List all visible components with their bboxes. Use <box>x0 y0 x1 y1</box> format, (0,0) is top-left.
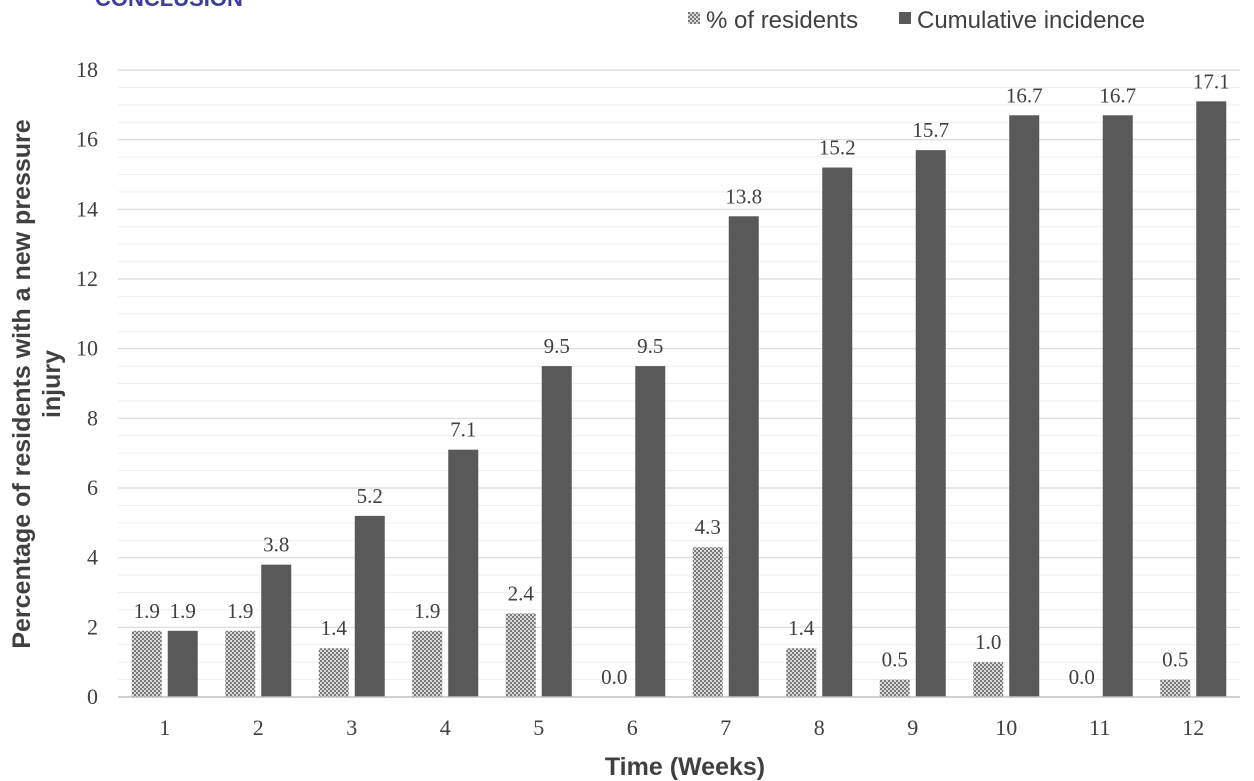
legend: % of residents Cumulative incidence <box>688 7 1145 34</box>
data-label-cumulative: 17.1 <box>1193 69 1230 93</box>
y-tick-label: 18 <box>76 57 98 82</box>
data-label-cumulative: 7.1 <box>450 418 476 442</box>
bars <box>131 101 1227 698</box>
bar-residents <box>973 662 1004 697</box>
data-label-cumulative: 15.2 <box>819 136 856 160</box>
data-label-residents: 0.0 <box>1069 665 1095 689</box>
bar-residents <box>1160 679 1191 697</box>
bar-residents <box>879 679 910 697</box>
y-tick-label: 10 <box>76 336 98 361</box>
legend-swatch-cumulative <box>899 12 911 24</box>
y-axis-title: Percentage of residents with a new press… <box>8 119 66 648</box>
x-tick-label: 3 <box>346 715 357 740</box>
y-axis-ticks: 0 2 4 6 8 10 12 14 16 18 <box>76 57 98 709</box>
x-tick-label: 9 <box>907 715 918 740</box>
data-label-cumulative: 9.5 <box>637 334 663 358</box>
y-tick-label: 16 <box>76 127 98 152</box>
legend-swatch-residents <box>688 12 700 24</box>
data-label-residents: 1.9 <box>227 599 253 623</box>
bar-cumulative <box>1196 101 1227 698</box>
data-label-residents: 1.4 <box>321 616 348 640</box>
x-tick-label: 1 <box>159 715 170 740</box>
data-label-cumulative: 16.7 <box>1006 83 1043 107</box>
x-tick-label: 12 <box>1182 715 1204 740</box>
y-tick-label: 12 <box>76 266 98 291</box>
bar-cumulative <box>1009 115 1040 698</box>
bar-cumulative <box>728 216 759 698</box>
legend-label-residents: % of residents <box>706 7 858 34</box>
bar-cumulative <box>822 167 853 698</box>
bar-cumulative <box>1102 115 1133 698</box>
legend-label-cumulative: Cumulative incidence <box>917 7 1145 34</box>
bar-cumulative <box>541 366 572 697</box>
data-label-residents: 1.4 <box>788 616 815 640</box>
bar-residents <box>318 648 349 697</box>
data-label-cumulative: 13.8 <box>725 184 762 208</box>
x-tick-label: 7 <box>720 715 731 740</box>
data-label-residents: 1.9 <box>414 599 440 623</box>
bar-cumulative <box>635 366 666 697</box>
data-label-cumulative: 1.9 <box>170 599 196 623</box>
bar-residents <box>505 613 536 697</box>
data-label-cumulative: 15.7 <box>912 118 949 142</box>
y-tick-label: 4 <box>87 545 98 570</box>
x-tick-label: 2 <box>253 715 264 740</box>
bar-cumulative <box>167 630 198 697</box>
bar-residents <box>131 630 162 697</box>
cropped-heading: CONCLUSION <box>95 0 243 11</box>
x-axis-title: Time (Weeks) <box>605 753 765 781</box>
x-tick-label: 10 <box>995 715 1017 740</box>
x-axis-ticks: 1 2 3 4 5 6 7 8 9 10 11 12 <box>159 715 1204 740</box>
bar-cumulative <box>261 564 292 697</box>
data-label-cumulative: 3.8 <box>263 533 289 557</box>
bar-residents <box>225 630 256 697</box>
x-tick-label: 6 <box>627 715 638 740</box>
data-label-residents: 0.5 <box>1162 648 1188 672</box>
data-labels: 1.9 1.9 1.9 3.8 1.4 5.2 1.9 7.1 2.4 9.5 0.0 9.5 4.3 1… <box>134 69 1230 689</box>
bar-cumulative <box>915 150 946 697</box>
y-tick-label: 0 <box>87 684 98 709</box>
y-tick-label: 2 <box>87 614 98 639</box>
y-tick-label: 14 <box>76 196 98 221</box>
data-label-cumulative: 16.7 <box>1099 83 1136 107</box>
y-tick-label: 8 <box>87 405 98 430</box>
y-tick-label: 6 <box>87 475 98 500</box>
data-label-residents: 1.0 <box>975 630 1001 654</box>
data-label-residents: 4.3 <box>695 515 721 539</box>
bar-cumulative <box>354 515 385 697</box>
bar-residents <box>692 547 723 697</box>
gridlines <box>118 69 1240 681</box>
x-tick-label: 11 <box>1089 715 1110 740</box>
x-tick-label: 5 <box>533 715 544 740</box>
bar-residents <box>786 648 817 697</box>
data-label-residents: 0.5 <box>882 648 908 672</box>
data-label-cumulative: 9.5 <box>544 334 570 358</box>
data-label-cumulative: 5.2 <box>357 484 383 508</box>
data-label-residents: 2.4 <box>508 581 535 605</box>
bar-cumulative <box>448 449 479 697</box>
x-tick-label: 8 <box>814 715 825 740</box>
data-label-residents: 1.9 <box>134 599 160 623</box>
bar-residents <box>412 630 443 697</box>
data-label-residents: 0.0 <box>601 665 627 689</box>
x-tick-label: 4 <box>440 715 451 740</box>
